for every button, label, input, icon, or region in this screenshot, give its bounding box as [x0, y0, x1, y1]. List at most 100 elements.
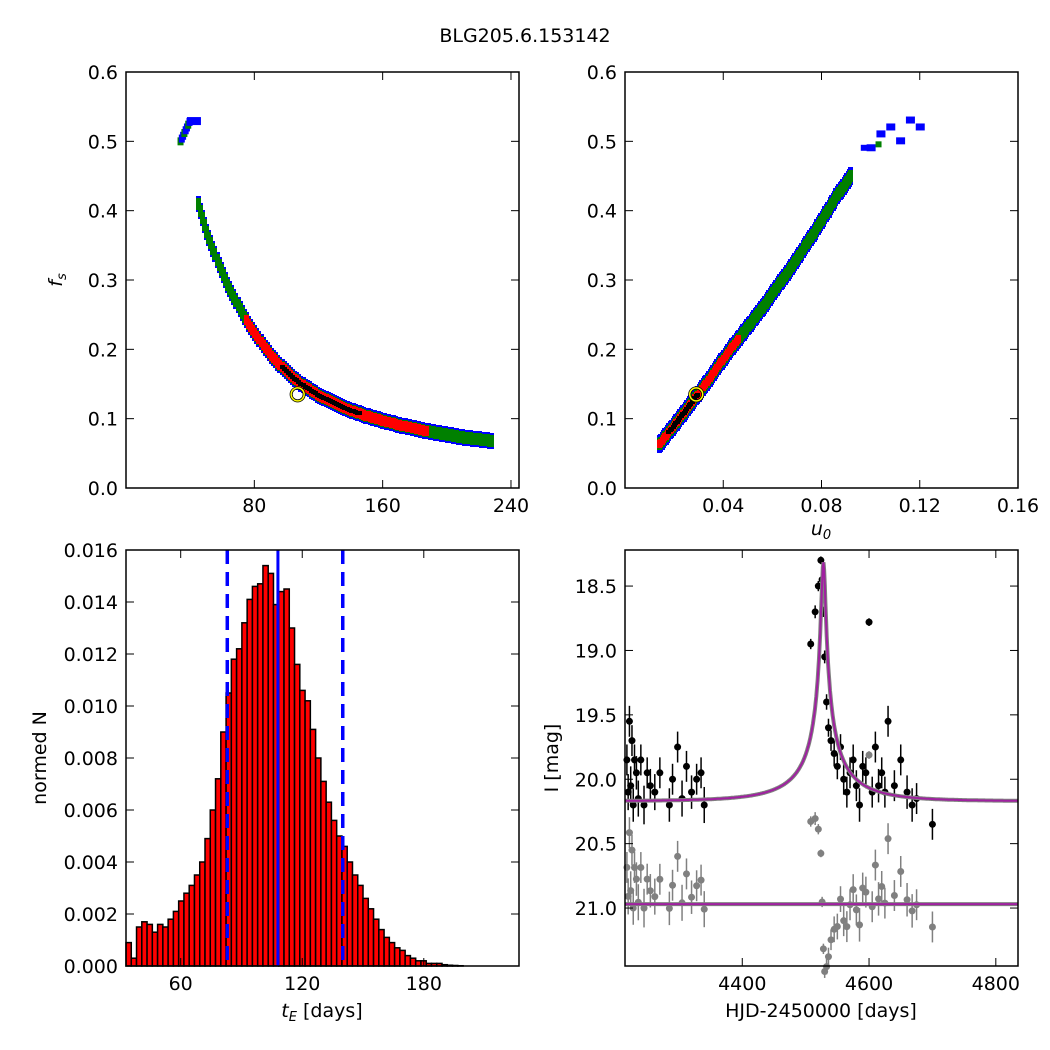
histogram-bar [262, 564, 269, 967]
data-point [646, 782, 654, 790]
red-region-cell [736, 335, 741, 343]
histogram-bar [383, 936, 391, 967]
histogram-bar [246, 598, 254, 967]
data-point [875, 782, 883, 790]
data-point [830, 749, 838, 757]
data-point [823, 698, 831, 706]
y-tick-label: 18.5 [575, 576, 617, 598]
histogram-bar [346, 861, 354, 967]
axis-ticks: 80 160 240 0.0 0.1 0.2 0.3 0.4 0.5 0.6 [88, 62, 529, 517]
y-axis-label: normed N [29, 711, 51, 805]
heatmap-plot-area [657, 116, 925, 453]
data-point [878, 769, 886, 777]
y-tick-label: 0.010 [64, 696, 118, 718]
axis-ticks: 60 120 180 0.000 0.002 0.004 0.006 0.008 0.010 0.… [64, 540, 519, 995]
data-point [651, 788, 659, 796]
x-tick-label: 4800 [972, 973, 1020, 995]
black-region-cell [298, 382, 303, 386]
histogram-bar [220, 731, 227, 967]
residual-point [669, 881, 677, 889]
residual-point [928, 923, 936, 931]
residual-point [637, 864, 645, 872]
data-point [862, 769, 870, 777]
data-point [640, 801, 648, 809]
green-region-cell [428, 426, 433, 438]
residual-point [814, 825, 822, 833]
y-tick-label: 19.5 [575, 705, 617, 727]
data-point [908, 801, 916, 809]
lightcurve-plot-area [623, 556, 1018, 978]
data-point [856, 801, 864, 809]
blue-region-cell [860, 144, 873, 151]
data-point [827, 737, 835, 745]
residual-point [656, 875, 664, 883]
residual-point [640, 904, 648, 912]
histogram-bar [351, 874, 359, 967]
residual-point [843, 923, 851, 931]
residual-point [862, 888, 870, 896]
histogram-bar [362, 897, 370, 967]
x-tick-label: 0.04 [702, 495, 744, 517]
residual-point [646, 887, 654, 895]
data-point [859, 762, 867, 770]
residual-point [665, 904, 673, 912]
green-region-cell [233, 295, 238, 307]
histogram-bar [235, 648, 243, 967]
best-fit-marker [688, 387, 704, 402]
data-point [852, 782, 860, 790]
data-point [884, 717, 892, 725]
green-region-cell [212, 248, 217, 260]
residual-point [878, 882, 886, 890]
histogram-bar [330, 819, 338, 967]
green-region-cell [875, 141, 882, 148]
heatmap-plot-area [177, 117, 494, 449]
green-region-cell [202, 219, 207, 231]
histogram-bar [293, 663, 301, 967]
residual-point [628, 846, 636, 854]
histogram-bar [404, 954, 412, 967]
red-region-cell [256, 334, 261, 344]
histogram-bar [304, 700, 312, 967]
data-point [700, 801, 708, 809]
panel-fs-vs-u0: 0.04 0.08 0.12 0.16 0.0 0.1 0.2 0.3 0.4 0.5 0.6 u0 [587, 62, 1039, 543]
residual-point [643, 875, 651, 883]
data-point [890, 782, 898, 790]
histogram-bar [314, 757, 322, 967]
x-tick-label: 160 [365, 495, 401, 517]
y-tick-label: 21.0 [575, 898, 617, 920]
histogram-bar [256, 583, 264, 967]
data-point [697, 769, 705, 777]
axis-ticks: 0.04 0.08 0.12 0.16 0.0 0.1 0.2 0.3 0.4 0.5 0.6 [587, 62, 1039, 517]
panel-fs-vs-tE: 80 160 240 0.0 0.1 0.2 0.3 0.4 0.5 0.6 fs [45, 62, 529, 517]
histogram-bar [167, 918, 175, 967]
x-tick-label: 120 [284, 973, 320, 995]
data-point [693, 775, 701, 783]
panel-light-curve: 4400 4600 4800 18.5 19.0 19.5 20.0 20.5 21.0 HJD… [541, 549, 1020, 1022]
data-point [656, 769, 664, 777]
y-tick-label: 0.0 [88, 478, 118, 500]
y-tick-label: 0.014 [64, 592, 118, 614]
residual-point [865, 751, 873, 759]
data-point [824, 724, 832, 732]
histogram-bar [251, 585, 259, 967]
y-tick-label: 0.1 [587, 409, 617, 431]
blue-region-cell [905, 116, 915, 124]
green-region-cell [451, 430, 456, 442]
histogram-bar [177, 900, 185, 967]
y-tick-label: 20.5 [575, 834, 617, 856]
red-region-cell [386, 417, 391, 427]
residual-point [837, 895, 845, 903]
axes-frame [624, 71, 1019, 489]
histogram-bar [283, 588, 291, 967]
residual-point [875, 895, 883, 903]
blue-region-cell [915, 123, 925, 131]
histogram-bar [125, 941, 133, 967]
data-point [637, 756, 645, 764]
data-point [928, 820, 936, 828]
residual-point [852, 906, 860, 914]
histogram-bar [135, 926, 143, 967]
y-tick-label: 0.6 [88, 62, 118, 84]
red-region-cell [277, 360, 282, 370]
histogram-bar [414, 960, 422, 967]
y-tick-label: 0.6 [587, 62, 617, 84]
